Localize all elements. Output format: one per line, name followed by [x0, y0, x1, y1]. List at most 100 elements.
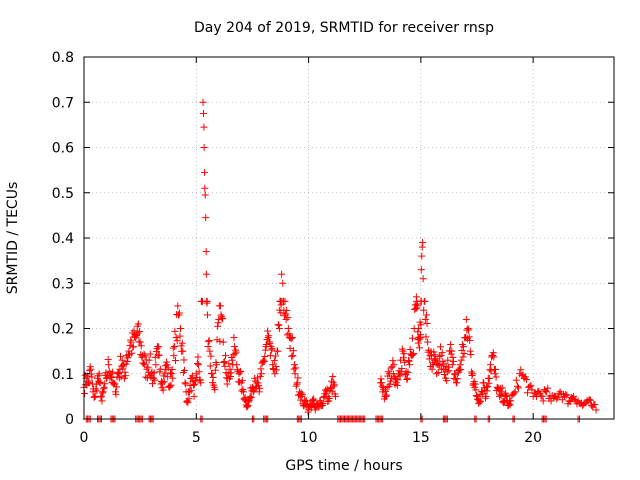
data-point	[199, 98, 207, 106]
data-point	[417, 331, 425, 339]
data-point	[121, 368, 129, 376]
data-point	[218, 313, 226, 321]
data-point	[393, 382, 401, 390]
data-point	[168, 365, 176, 373]
data-point	[163, 361, 171, 369]
data-point	[178, 339, 186, 347]
data-point	[451, 370, 459, 378]
data-point	[330, 382, 338, 390]
data-point	[274, 321, 282, 329]
data-point	[99, 388, 107, 396]
data-point	[169, 374, 177, 382]
y-axis-label: SRMTID / TECUs	[5, 182, 21, 295]
data-point	[290, 365, 298, 373]
data-point	[100, 385, 108, 393]
data-point	[527, 381, 535, 389]
data-point	[111, 380, 119, 388]
data-point	[190, 392, 198, 400]
data-point	[510, 389, 518, 397]
data-point	[289, 352, 297, 360]
data-point	[211, 366, 219, 374]
data-point	[124, 354, 132, 362]
data-point	[401, 358, 409, 366]
data-point	[448, 361, 456, 369]
data-point	[107, 370, 115, 378]
data-point	[148, 380, 156, 388]
data-point	[205, 338, 213, 346]
data-point	[543, 388, 551, 396]
data-point	[168, 370, 176, 378]
data-point	[179, 347, 187, 355]
data-point	[293, 380, 301, 388]
data-point	[291, 370, 299, 378]
data-point	[586, 396, 594, 404]
data-point	[84, 377, 92, 385]
data-point	[195, 368, 203, 376]
y-tick-label: 0.7	[52, 95, 74, 111]
data-point	[216, 302, 224, 310]
data-point	[421, 315, 429, 323]
data-point	[284, 314, 292, 322]
data-point	[130, 327, 138, 335]
data-point	[467, 368, 475, 376]
data-point	[562, 390, 570, 398]
data-point	[97, 392, 105, 400]
data-point	[105, 361, 113, 369]
data-point	[264, 334, 272, 342]
data-point	[265, 338, 273, 346]
data-point	[437, 352, 445, 360]
data-point	[472, 386, 480, 394]
data-point	[159, 379, 167, 387]
data-point	[438, 349, 446, 357]
data-point	[484, 382, 492, 390]
data-point	[288, 352, 296, 360]
data-point	[292, 364, 300, 372]
data-point	[208, 370, 216, 378]
data-point	[128, 349, 136, 357]
data-point	[448, 347, 456, 355]
data-point	[93, 387, 101, 395]
data-point	[86, 367, 94, 375]
data-point	[466, 347, 474, 355]
data-point	[413, 302, 421, 310]
data-point	[278, 270, 286, 278]
data-point	[309, 396, 317, 404]
data-point	[260, 358, 268, 366]
data-point	[202, 214, 210, 222]
data-point	[491, 370, 499, 378]
data-point	[193, 360, 201, 368]
x-tick-label: 20	[524, 430, 542, 446]
data-point	[216, 337, 224, 345]
data-point	[465, 333, 473, 341]
data-point	[377, 375, 385, 383]
data-point	[410, 349, 418, 357]
chart-title: Day 204 of 2019, SRMTID for receiver rns…	[194, 20, 494, 36]
data-point	[464, 325, 472, 332]
data-point	[329, 373, 337, 381]
data-point	[116, 352, 124, 360]
data-point	[204, 342, 212, 350]
data-point	[274, 347, 282, 355]
data-point	[522, 376, 530, 384]
data-point	[260, 356, 268, 364]
data-point	[136, 328, 144, 336]
x-tick-label: 15	[412, 430, 430, 446]
data-point	[457, 366, 465, 374]
y-tick-label: 0.5	[52, 186, 74, 202]
data-point	[503, 392, 511, 400]
data-point	[505, 400, 513, 408]
x-tick-label: 5	[192, 430, 201, 446]
data-point	[164, 364, 172, 372]
data-point	[449, 353, 457, 361]
data-point	[297, 389, 305, 397]
data-point	[206, 347, 214, 355]
data-point	[585, 396, 593, 404]
data-point	[150, 374, 158, 382]
data-point	[127, 338, 135, 346]
y-tick-label: 0.3	[52, 276, 74, 292]
data-point	[298, 392, 306, 400]
y-tick-label: 0.1	[52, 367, 74, 383]
data-point	[390, 361, 398, 369]
data-point	[159, 386, 167, 394]
data-point	[200, 123, 208, 131]
